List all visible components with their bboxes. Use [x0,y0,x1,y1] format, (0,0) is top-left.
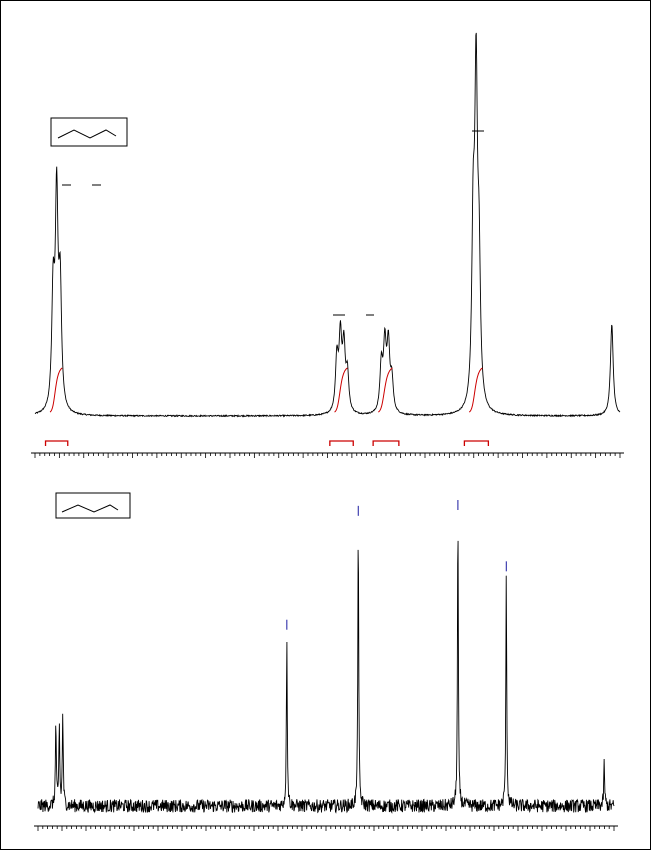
spectrum-trace-h [34,32,621,418]
proton-spectrum [34,32,621,418]
carbon-peak-picks [286,500,507,630]
integral-bracket-1 [329,440,354,446]
spectrum-trace-c [37,540,615,814]
proton-x-axis [31,452,624,458]
integral-curve-2 [377,367,393,413]
carbon-spectrum [37,540,615,814]
proton-structure-box [50,117,128,147]
proton-integrals [44,367,490,446]
integral-curve-0 [49,367,63,413]
proton-peak-label-marks [62,130,484,316]
integral-bracket-2 [372,440,400,446]
integral-bracket-3 [463,440,490,446]
carbon-structure-box [55,492,131,519]
carbon-x-axis [34,825,618,831]
integral-curve-1 [334,367,348,413]
integral-curve-3 [468,367,483,413]
integral-bracket-0 [44,440,69,446]
